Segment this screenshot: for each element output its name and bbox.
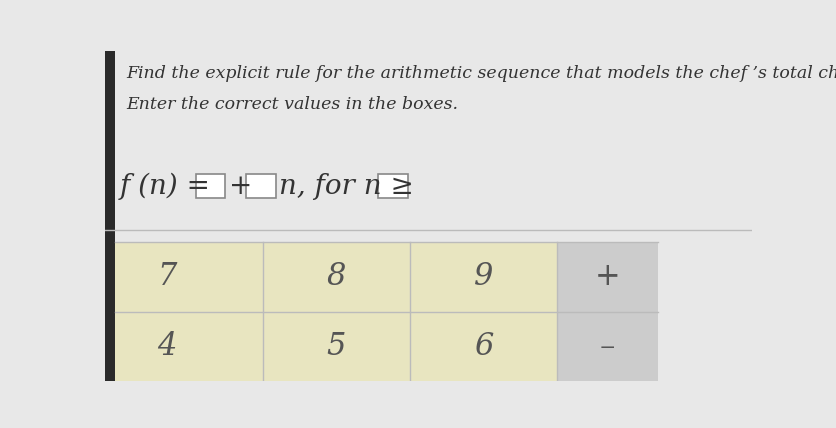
- Text: Find the explicit rule for the arithmetic sequence that models the chef ’s total: Find the explicit rule for the arithmeti…: [126, 65, 836, 82]
- Text: +: +: [594, 262, 620, 292]
- Text: Enter the correct values in the boxes.: Enter the correct values in the boxes.: [126, 96, 458, 113]
- Text: +: +: [229, 172, 252, 199]
- Bar: [247, 174, 276, 199]
- Text: f (n) =: f (n) =: [120, 172, 211, 200]
- Text: 9: 9: [474, 262, 493, 292]
- Text: 4: 4: [157, 331, 176, 362]
- Text: 8: 8: [327, 262, 346, 292]
- Bar: [378, 174, 407, 199]
- Text: 7: 7: [157, 262, 176, 292]
- Text: 6: 6: [474, 331, 493, 362]
- Bar: [196, 174, 226, 199]
- Text: –: –: [599, 331, 615, 362]
- Bar: [104, 51, 115, 381]
- Text: n, for n ≥: n, for n ≥: [279, 172, 414, 199]
- Bar: [557, 242, 658, 381]
- Text: 5: 5: [327, 331, 346, 362]
- Bar: [115, 242, 557, 381]
